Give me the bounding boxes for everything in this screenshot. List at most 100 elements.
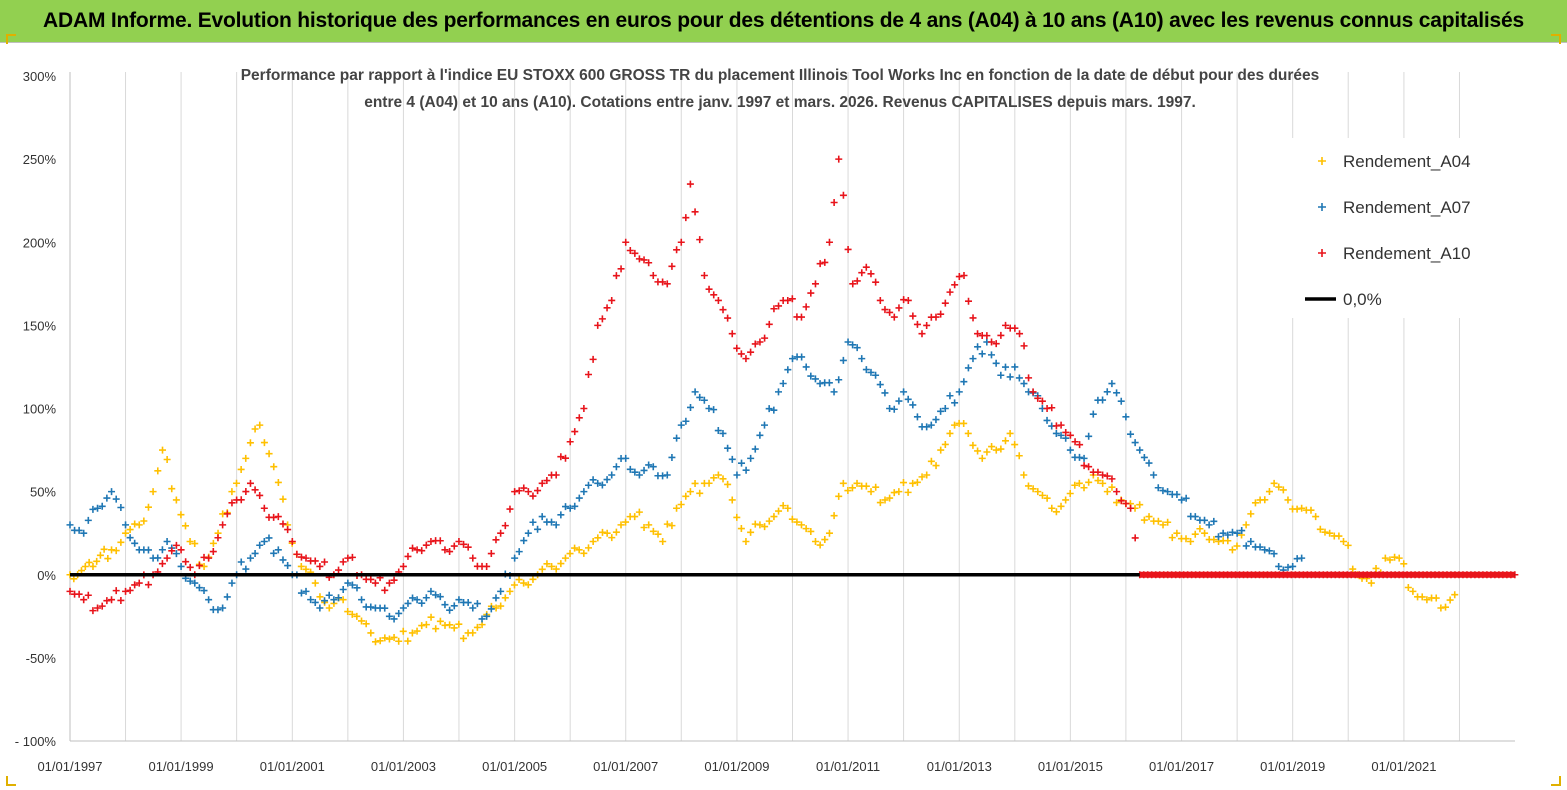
data-point bbox=[797, 313, 805, 321]
data-point bbox=[390, 633, 398, 641]
data-point bbox=[1080, 454, 1088, 462]
data-point bbox=[807, 372, 815, 380]
data-point bbox=[598, 528, 606, 536]
data-point bbox=[654, 530, 662, 538]
data-point bbox=[1085, 432, 1093, 440]
data-point bbox=[538, 565, 546, 573]
data-point bbox=[1270, 479, 1278, 487]
data-point bbox=[1205, 521, 1213, 529]
data-point bbox=[765, 405, 773, 413]
data-point bbox=[1029, 485, 1037, 493]
data-point bbox=[1442, 603, 1450, 611]
data-point bbox=[1228, 546, 1236, 554]
data-point bbox=[932, 416, 940, 424]
data-point bbox=[705, 285, 713, 293]
data-point bbox=[737, 525, 745, 533]
resize-handle-bottom-right[interactable] bbox=[1551, 776, 1561, 786]
data-point bbox=[686, 403, 694, 411]
data-point bbox=[858, 269, 866, 277]
data-point bbox=[75, 526, 83, 534]
data-point bbox=[1024, 482, 1032, 490]
data-point bbox=[992, 446, 1000, 454]
data-point bbox=[80, 596, 88, 604]
data-point bbox=[612, 528, 620, 536]
data-point bbox=[506, 587, 514, 595]
legend-marker-swatch bbox=[1318, 249, 1326, 257]
y-axis: - 100% -50% 0% 50% 100% 150% 200% 250% 300% bbox=[15, 69, 71, 749]
data-point bbox=[1275, 562, 1283, 570]
data-point bbox=[941, 440, 949, 448]
data-point bbox=[571, 502, 579, 510]
resize-handle-bottom-left[interactable] bbox=[6, 776, 16, 786]
data-point bbox=[668, 262, 676, 270]
data-point bbox=[279, 520, 287, 528]
data-point bbox=[571, 428, 579, 436]
data-point bbox=[932, 313, 940, 321]
data-point bbox=[1020, 380, 1028, 388]
data-point bbox=[158, 560, 166, 568]
data-point bbox=[446, 621, 454, 629]
data-point bbox=[1075, 479, 1083, 487]
data-point bbox=[1196, 525, 1204, 533]
data-point bbox=[209, 539, 217, 547]
data-point bbox=[172, 550, 180, 558]
legend-label: 0,0% bbox=[1343, 290, 1382, 309]
legend-label: Rendement_A07 bbox=[1343, 198, 1471, 217]
data-point bbox=[1270, 550, 1278, 558]
data-point bbox=[497, 529, 505, 537]
x-tick-label: 01/01/2015 bbox=[1038, 759, 1103, 774]
data-point bbox=[728, 330, 736, 338]
data-point bbox=[260, 439, 268, 447]
data-point bbox=[974, 447, 982, 455]
data-point bbox=[825, 529, 833, 537]
data-point bbox=[1432, 594, 1440, 602]
data-point bbox=[515, 548, 523, 556]
data-point bbox=[112, 587, 120, 595]
data-point bbox=[408, 629, 416, 637]
data-point bbox=[251, 425, 259, 433]
data-point bbox=[399, 604, 407, 612]
data-point bbox=[427, 538, 435, 545]
data-point bbox=[321, 558, 329, 566]
data-point bbox=[937, 310, 945, 318]
data-point bbox=[367, 575, 375, 583]
data-point bbox=[872, 278, 880, 286]
data-point bbox=[460, 540, 468, 548]
data-point bbox=[335, 566, 343, 574]
data-point bbox=[158, 546, 166, 554]
data-point bbox=[584, 481, 592, 489]
x-tick-label: 01/01/2005 bbox=[482, 759, 547, 774]
data-point bbox=[839, 356, 847, 364]
data-point bbox=[538, 479, 546, 487]
data-point bbox=[580, 549, 588, 557]
data-point bbox=[659, 278, 667, 286]
data-point bbox=[1154, 484, 1162, 492]
data-point bbox=[1048, 504, 1056, 512]
data-point bbox=[1173, 529, 1181, 537]
data-point bbox=[385, 579, 393, 587]
data-point bbox=[1122, 413, 1130, 421]
data-point bbox=[344, 608, 352, 616]
data-point bbox=[335, 594, 343, 602]
data-point bbox=[988, 338, 996, 346]
resize-handle-top-left[interactable] bbox=[6, 34, 16, 44]
data-point bbox=[960, 272, 968, 279]
resize-handle-top-right[interactable] bbox=[1551, 34, 1561, 44]
data-point bbox=[399, 562, 407, 570]
data-point bbox=[89, 562, 97, 570]
data-point bbox=[256, 491, 264, 499]
data-point bbox=[733, 471, 741, 479]
data-point bbox=[640, 256, 648, 264]
data-point bbox=[997, 371, 1005, 379]
data-point bbox=[371, 579, 379, 587]
data-point bbox=[779, 502, 787, 510]
data-point bbox=[821, 536, 829, 544]
data-point bbox=[1085, 463, 1093, 471]
data-point bbox=[788, 515, 796, 523]
data-point bbox=[89, 607, 97, 615]
data-point bbox=[608, 296, 616, 304]
data-point bbox=[844, 338, 852, 346]
data-point bbox=[807, 289, 815, 297]
data-point bbox=[1150, 471, 1158, 479]
data-point bbox=[385, 635, 393, 643]
